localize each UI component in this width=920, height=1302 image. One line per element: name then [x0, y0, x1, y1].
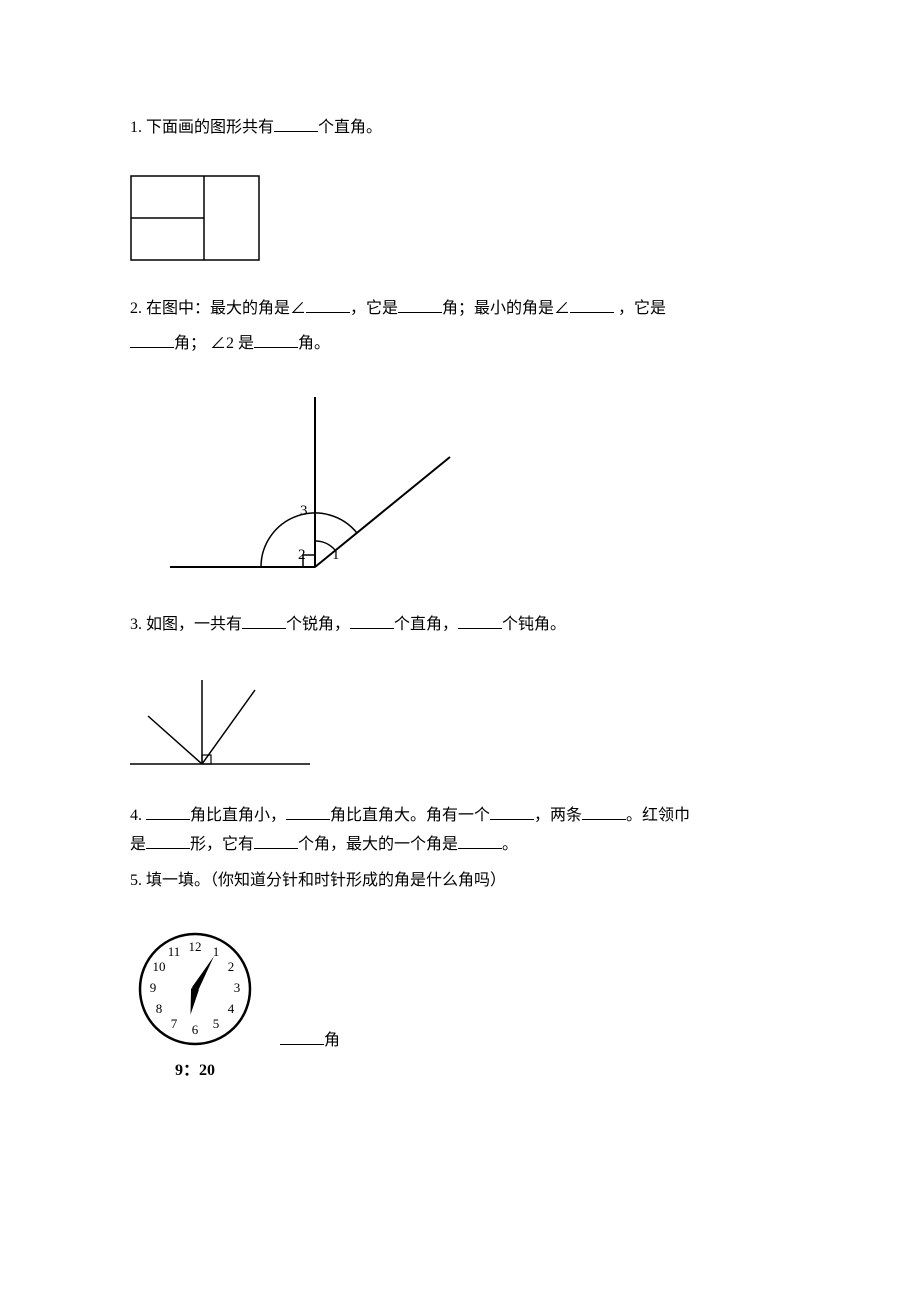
- q3-blank-2[interactable]: [350, 612, 394, 629]
- q2-blank-3[interactable]: [570, 296, 614, 313]
- clock-num-11: 11: [168, 944, 181, 959]
- q4-line: 4. 角比直角小， 角比直角大。角有一个 ，两条 。红领巾 是 形，它有 个角，最大的一个…: [130, 802, 790, 860]
- q4-seg-a: 4.: [130, 807, 146, 824]
- q3-line: 3. 如图，一共有 个锐角， 个直角， 个钝角。: [130, 607, 790, 642]
- q5-line: 5. 填一填。（你知道分针和时针形成的角是什么角吗）: [130, 863, 790, 898]
- q2-blank-2[interactable]: [398, 296, 442, 313]
- clock-wrap: 12 1 2 3 4 5 6 7 8 9 10 11: [130, 924, 260, 1080]
- q4-blank-7[interactable]: [458, 832, 502, 849]
- q2-seg-e: 角； ∠2 是: [174, 335, 254, 352]
- q5-text: 5. 填一填。（你知道分针和时针形成的角是什么角吗）: [130, 872, 506, 889]
- q2-line: 2. 在图中：最大的角是∠ ，它是 角；最小的角是∠ ，它是 角； ∠2 是 角。: [130, 291, 790, 361]
- clock-num-2: 2: [228, 959, 235, 974]
- q4-blank-6[interactable]: [254, 832, 298, 849]
- q5-blank[interactable]: [280, 1028, 324, 1045]
- clock-num-5: 5: [213, 1016, 220, 1031]
- q3-figure: [130, 672, 790, 772]
- q3-seg-d: 个钝角。: [502, 616, 566, 633]
- q4-blank-5[interactable]: [146, 832, 190, 849]
- q4-seg-g: 形，它有: [190, 836, 254, 853]
- q3-seg-b: 个锐角，: [286, 616, 350, 633]
- clock-num-6: 6: [192, 1022, 199, 1037]
- q1-prefix: 1. 下面画的图形共有: [130, 119, 274, 136]
- q4-seg-h: 个角，最大的一个角是: [298, 836, 458, 853]
- q5-answer: 角: [280, 1026, 340, 1050]
- clock-num-9: 9: [150, 980, 157, 995]
- worksheet-page: 1. 下面画的图形共有 个直角。 2. 在图中：最大的角是∠ ，它是 角；最小的角是∠…: [0, 0, 920, 1302]
- q4-blank-2[interactable]: [286, 803, 330, 820]
- q4-seg-b: 角比直角小，: [190, 807, 286, 824]
- q4-seg-f: 是: [130, 836, 146, 853]
- q2-blank-4[interactable]: [130, 331, 174, 348]
- clock-num-3: 3: [234, 980, 241, 995]
- q2-seg-f: 角。: [298, 335, 330, 352]
- clock-num-4: 4: [228, 1001, 235, 1016]
- q2-figure: 1 2 3: [140, 387, 790, 577]
- q5-suffix: 角: [324, 1032, 340, 1049]
- q4-blank-1[interactable]: [146, 803, 190, 820]
- q1-figure: [130, 175, 790, 261]
- q2-label-3: 3: [300, 503, 308, 519]
- q4-seg-d: ，两条: [534, 807, 582, 824]
- q2-seg-d: ，它是: [614, 300, 666, 317]
- q4-seg-i: 。: [502, 836, 518, 853]
- clock-num-7: 7: [171, 1016, 178, 1031]
- q3-seg-a: 3. 如图，一共有: [130, 616, 242, 633]
- q2-label-1: 1: [332, 547, 340, 563]
- q2-blank-5[interactable]: [254, 331, 298, 348]
- q4-seg-e: 。红领巾: [626, 807, 690, 824]
- q2-seg-a: 2. 在图中：最大的角是∠: [130, 300, 306, 317]
- q1-line: 1. 下面画的图形共有 个直角。: [130, 110, 790, 145]
- q4-seg-c: 角比直角大。角有一个: [330, 807, 490, 824]
- q2-seg-c: 角；最小的角是∠: [442, 300, 570, 317]
- q3-seg-c: 个直角，: [394, 616, 458, 633]
- q2-blank-1[interactable]: [306, 296, 350, 313]
- clock-caption: 9：20: [130, 1056, 260, 1080]
- q2-seg-b: ，它是: [350, 300, 398, 317]
- clock-num-10: 10: [153, 959, 166, 974]
- q4-blank-3[interactable]: [490, 803, 534, 820]
- q3-blank-3[interactable]: [458, 612, 502, 629]
- q4-blank-4[interactable]: [582, 803, 626, 820]
- q1-suffix: 个直角。: [318, 119, 382, 136]
- q1-blank[interactable]: [274, 115, 318, 132]
- clock-num-1: 1: [213, 944, 220, 959]
- q2-label-2: 2: [298, 547, 306, 563]
- clock-num-12: 12: [189, 939, 202, 954]
- q3-blank-1[interactable]: [242, 612, 286, 629]
- clock-num-8: 8: [156, 1001, 163, 1016]
- q5-figure: 12 1 2 3 4 5 6 7 8 9 10 11: [130, 924, 790, 1080]
